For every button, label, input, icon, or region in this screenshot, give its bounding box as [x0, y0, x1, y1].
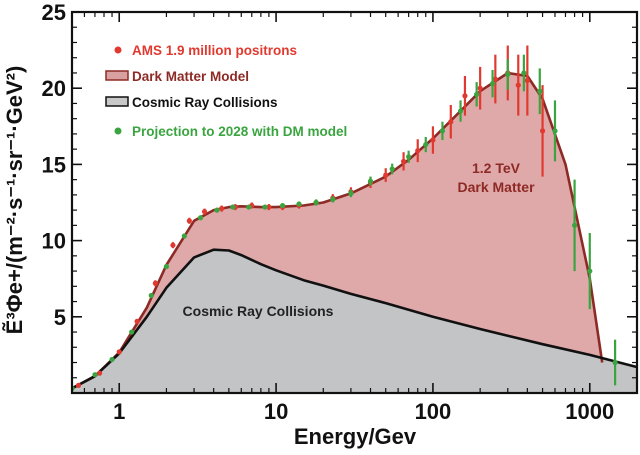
projection-point	[474, 91, 480, 97]
ams-positron-point	[134, 318, 140, 324]
projection-point	[246, 204, 252, 210]
projection-point	[279, 202, 286, 209]
ams-positron-point	[383, 172, 389, 178]
legend-ams: AMS 1.9 million positrons	[132, 43, 297, 58]
x-axis-label: Energy/Gev	[294, 424, 417, 449]
projection-point	[406, 154, 412, 160]
projection-point	[148, 292, 154, 299]
ams-positron-point	[515, 82, 521, 88]
projection-point	[163, 263, 170, 270]
ams-positron-point	[186, 218, 192, 224]
projection-point	[587, 268, 593, 274]
ams-positron-point	[201, 209, 208, 215]
x-tick-label: 1	[113, 399, 125, 424]
legend-marker-dm	[105, 70, 129, 81]
x-tick-label: 100	[415, 399, 452, 424]
projection-point	[552, 128, 558, 134]
projection-point	[330, 196, 336, 203]
projection-point	[313, 199, 319, 206]
projection-point	[537, 88, 543, 94]
projection-point	[197, 215, 204, 221]
projection-point	[129, 329, 135, 335]
ams-positron-point	[219, 205, 225, 212]
y-tick-label: 10	[42, 229, 66, 254]
ams-positron-point	[75, 382, 82, 388]
projection-point	[423, 141, 429, 148]
legend-marker-projection	[114, 127, 122, 135]
cosmic-ray-area	[72, 249, 637, 393]
projection-point	[489, 81, 496, 87]
projection-point	[348, 190, 354, 196]
projection-point	[457, 108, 464, 114]
y-tick-label: 15	[42, 152, 66, 177]
ams-positron-point	[97, 370, 103, 376]
plot-frame	[70, 10, 639, 395]
projection-point	[296, 201, 302, 207]
y-tick-label: 5	[54, 305, 66, 330]
cosmic-ray-line	[72, 248, 637, 390]
projection-point	[230, 204, 236, 210]
y-axis-label: Ẽ³Φe+/(m⁻²·s⁻¹·sr⁻¹·GeV²)	[2, 66, 27, 335]
projection-point	[389, 166, 395, 172]
projection-point	[612, 359, 618, 366]
legend: AMS 1.9 million positrons Dark Matter Mo…	[105, 43, 347, 139]
legend-projection: Projection to 2028 with DM model	[132, 124, 347, 139]
ams-positron-point	[266, 204, 272, 210]
ams-positron-point	[400, 158, 407, 164]
legend-marker-cosmic	[105, 96, 129, 107]
projection-point	[521, 70, 527, 76]
projection-point	[367, 178, 374, 184]
projection-point	[439, 128, 446, 134]
ams-positron-point	[152, 280, 158, 286]
legend-dm: Dark Matter Model	[132, 69, 249, 84]
projection-point	[92, 372, 98, 378]
dm-annotation-label: Dark Matter	[457, 179, 535, 195]
x-tick-label: 10	[264, 399, 288, 424]
y-tick-label: 25	[42, 0, 66, 25]
projection-point	[214, 207, 220, 213]
ams-positron-point	[170, 242, 176, 248]
dm-annotation-energy: 1.2 TeV	[472, 160, 521, 176]
data-points	[72, 45, 618, 392]
projection-point	[181, 233, 187, 239]
ams-positron-point	[477, 85, 483, 91]
projection-point	[262, 204, 268, 210]
ams-positron-point	[539, 128, 546, 134]
tick-labels: 1 10 100 1000 5 10 15 20 25	[42, 0, 615, 424]
ams-positron-point	[116, 349, 122, 355]
ams-positron-point	[524, 77, 530, 84]
x-tick-label: 1000	[565, 399, 614, 424]
ams-positron-point	[430, 137, 436, 143]
projection-point	[109, 356, 115, 363]
area-fills	[72, 73, 637, 393]
ams-positron-point	[448, 119, 454, 125]
cosmic-annotation: Cosmic Ray Collisions	[183, 303, 334, 319]
legend-marker-ams	[114, 46, 122, 54]
y-tick-label: 20	[42, 76, 66, 101]
axis-ticks	[71, 11, 638, 393]
projection-point	[505, 71, 511, 78]
ams-positron-point	[462, 93, 468, 99]
ams-positron-point	[492, 76, 498, 82]
ams-positron-point	[415, 148, 421, 154]
projection-point	[571, 222, 578, 228]
legend-cosmic: Cosmic Ray Collisions	[132, 95, 278, 110]
